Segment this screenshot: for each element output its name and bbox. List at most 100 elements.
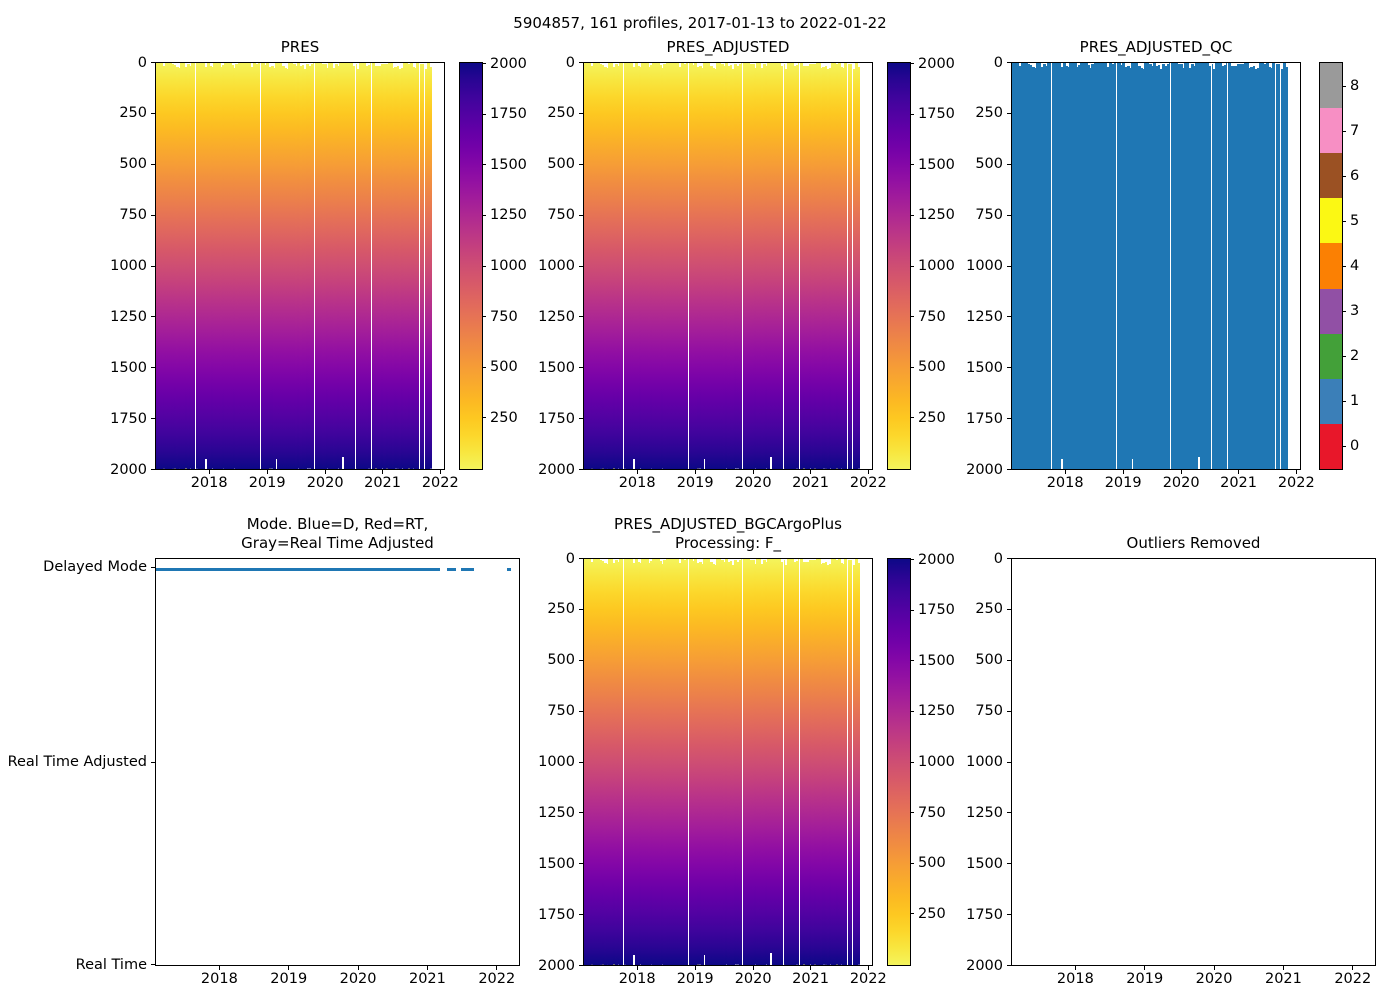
qc-colorbar-tick: 8 <box>1342 78 1359 94</box>
heatmap-bgc-argo-plus <box>584 559 872 965</box>
colorbar-tick: 250 <box>910 410 946 426</box>
profile-column <box>226 63 230 469</box>
y-axis-tick: 0 <box>566 551 583 567</box>
qc-colorbar-tick: 5 <box>1342 213 1359 229</box>
profile-column <box>617 66 620 469</box>
y-axis-tick-label: 1000 <box>110 258 147 274</box>
y-axis-tick-label: 250 <box>547 601 575 618</box>
axes-pres-adjusted-qc[interactable]: PRES_ADJUSTED_QC 2018 2019 2020 2021 2022 0 25… <box>966 38 1315 491</box>
y-axis-tick: 2000 <box>538 462 583 478</box>
profile-column <box>612 563 616 965</box>
colorbar-tick: 250 <box>910 906 946 922</box>
profile-column <box>780 561 784 965</box>
x-axis-tick: 2021 <box>1220 470 1257 491</box>
profile-column <box>361 63 365 469</box>
profile-column <box>156 63 159 469</box>
qc-profile-column <box>1144 63 1148 469</box>
qc-profile-column <box>1197 63 1201 458</box>
profile-column <box>211 67 214 469</box>
profile-column <box>751 63 755 469</box>
profile-column <box>813 560 817 965</box>
figure-suptitle: 5904857, 161 profiles, 2017-01-13 to 202… <box>513 14 887 32</box>
profile-column <box>599 64 603 469</box>
profile-column <box>760 67 764 469</box>
axes-mode[interactable]: Mode. Blue=D, Red=RT, Gray=Real Time Adj… <box>8 515 520 987</box>
profile-column <box>793 65 797 469</box>
x-axis-tick-label: 2021 <box>1264 971 1302 987</box>
y-axis-tick-label: 750 <box>975 703 1003 720</box>
profile-column <box>650 65 653 469</box>
profile-column <box>584 63 587 469</box>
profile-column <box>778 559 782 965</box>
y-axis-tick-label: 0 <box>137 54 147 71</box>
y-axis-tick: 250 <box>119 105 155 121</box>
y-axis-tick-label: Real Time <box>75 956 147 973</box>
axes-bgc-argo-plus[interactable]: PRES_ADJUSTED_BGCArgoPlus Processing: F_… <box>538 515 887 987</box>
qc-colorbar-tick-label: 4 <box>1350 258 1360 274</box>
profile-column <box>641 63 645 469</box>
profile-column <box>169 63 173 469</box>
profile-column <box>685 559 689 965</box>
axes-pres[interactable]: PRES 2018 2019 2020 2021 2022 0 250 500 750 1000 1… <box>110 38 459 491</box>
profile-column <box>614 63 618 469</box>
profile-column <box>844 559 848 965</box>
mode-line-segment <box>446 567 457 571</box>
y-axis-tick-label: 500 <box>547 652 575 669</box>
profile-column <box>182 63 186 469</box>
y-axis-tick-label: 250 <box>975 601 1003 618</box>
colorbar-tick-label: 500 <box>918 855 946 872</box>
colorbar-bgc-argo-plus[interactable]: 250 500 750 1000 1250 1500 1750 2000 <box>887 552 955 966</box>
colorbar-tick-label: 1500 <box>918 156 955 173</box>
profile-column <box>723 65 726 469</box>
profile-column <box>242 63 245 469</box>
profile-column <box>654 559 658 965</box>
profile-column <box>707 559 711 965</box>
axes-pres-frame <box>155 62 445 470</box>
colorbar-tick-label: 1250 <box>918 207 955 224</box>
colorbar-pres[interactable]: 250 500 750 1000 1250 1500 1750 2000 <box>459 56 527 470</box>
qc-profile-column <box>1080 63 1084 469</box>
profile-column <box>683 559 687 965</box>
x-axis-tick-label: 2021 <box>364 475 402 491</box>
colorbar-pres-adjusted[interactable]: 250 500 750 1000 1250 1500 1750 2000 <box>887 56 955 470</box>
colorbar-tick-label: 750 <box>918 804 946 821</box>
profile-column <box>784 68 788 469</box>
x-axis-tick-label: 2021 <box>792 971 830 987</box>
qc-profile-column <box>1093 63 1097 469</box>
profile-column <box>217 63 221 469</box>
profile-column <box>853 68 856 469</box>
qc-profile-column <box>1188 67 1192 469</box>
qc-profile-column <box>1263 64 1267 469</box>
y-axis-tick: 750 <box>547 207 583 223</box>
qc-profile-column <box>1232 66 1236 469</box>
qc-profile-gap <box>1050 63 1052 469</box>
x-axis-tick-label: 2020 <box>339 971 377 987</box>
profile-column <box>608 63 612 469</box>
profile-column <box>778 63 782 469</box>
qc-colorbar-segment <box>1320 378 1342 424</box>
profile-column <box>787 559 790 965</box>
profile-column <box>694 559 698 965</box>
qc-colorbar-segment <box>1320 198 1342 244</box>
profile-column <box>261 63 265 469</box>
profile-column <box>394 67 398 469</box>
profile-column <box>599 560 603 965</box>
axes-outliers-removed[interactable]: Outliers Removed 2018 2019 2020 2021 2022 0 25… <box>966 534 1376 987</box>
qc-profile-column <box>1060 66 1064 460</box>
y-axis-tick-label: 1000 <box>966 754 1003 770</box>
profile-column <box>674 63 678 469</box>
profile-column <box>387 63 391 469</box>
colorbar-qc[interactable]: 0 1 2 3 4 5 6 7 8 <box>1319 62 1359 470</box>
profile-column <box>213 63 217 469</box>
x-axis-tick-label: 2018 <box>1056 971 1094 987</box>
profile-column <box>780 65 784 469</box>
profile-column <box>592 63 596 469</box>
x-axis-tick: 2022 <box>422 470 459 491</box>
profile-column <box>848 559 852 965</box>
profile-column <box>319 63 323 469</box>
profile-column <box>734 64 737 469</box>
profile-column <box>678 562 682 965</box>
x-axis-tick-label: 2020 <box>1162 475 1200 491</box>
qc-profile-column <box>1195 63 1198 469</box>
axes-pres-adjusted[interactable]: PRES_ADJUSTED 2018 2019 2020 2021 2022 0 250 50… <box>538 38 887 491</box>
